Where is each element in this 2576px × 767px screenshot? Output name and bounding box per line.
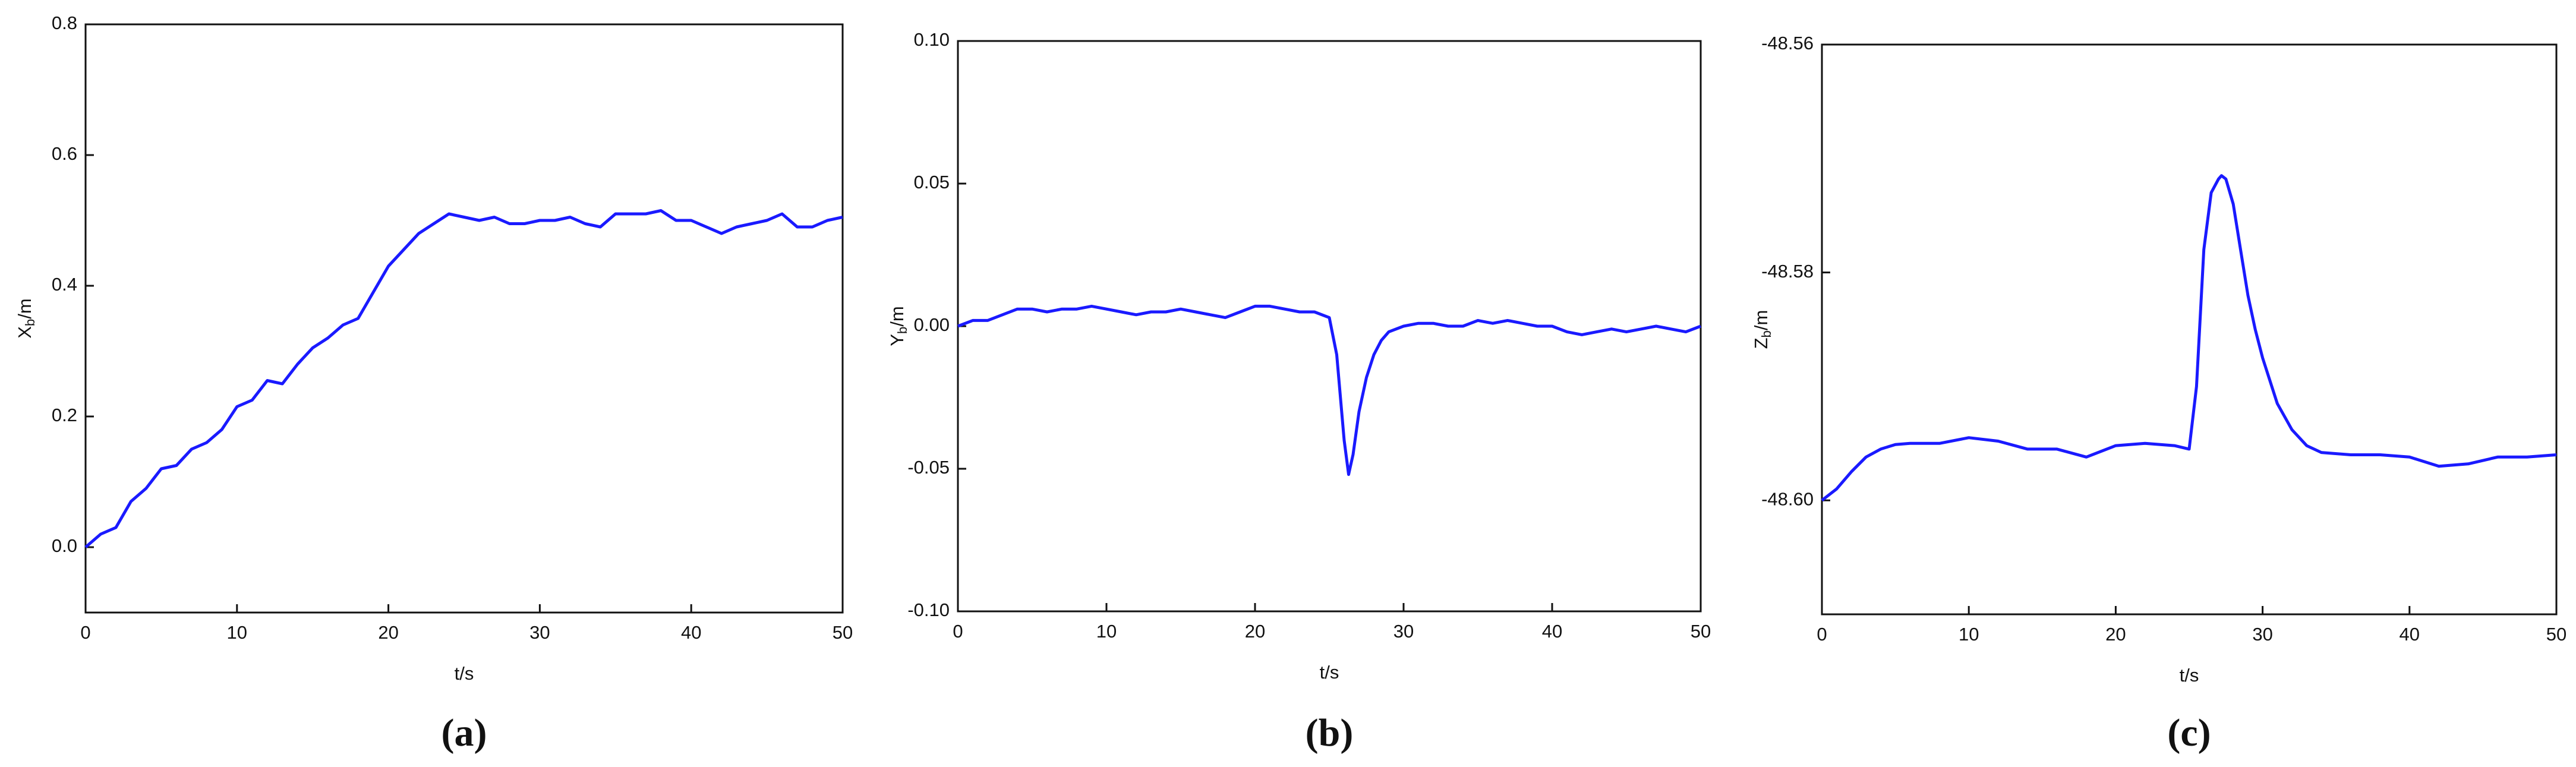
x-tick-label: 30 xyxy=(2252,624,2272,645)
x-axis-label: t/s xyxy=(455,663,474,684)
y-axis-label-part: X xyxy=(14,326,35,339)
y-axis-label: Yb/m xyxy=(887,306,910,346)
y-tick-label: 0.05 xyxy=(914,172,950,192)
y-axis-label-part: b xyxy=(1759,330,1774,337)
data-line xyxy=(84,209,843,548)
y-tick-label: 0.8 xyxy=(52,12,77,33)
x-tick-label: 10 xyxy=(1959,624,1979,645)
x-tick-label: 20 xyxy=(1245,621,1265,642)
x-axis-label: t/s xyxy=(2180,665,2199,686)
y-tick-label: 0.00 xyxy=(914,314,950,335)
x-tick-label: 0 xyxy=(1817,624,1827,645)
x-tick-label: 50 xyxy=(833,622,853,643)
x-tick-label: 50 xyxy=(1691,621,1711,642)
y-tick-label: 0.6 xyxy=(52,143,77,164)
x-tick-label: 40 xyxy=(681,622,701,643)
y-tick-label: 0.10 xyxy=(914,29,950,50)
y-tick-label: -48.56 xyxy=(1761,33,1814,53)
y-axis-label-part: b xyxy=(23,319,37,326)
y-axis-label-part: Z xyxy=(1751,337,1771,349)
x-tick-label: 40 xyxy=(1542,621,1562,642)
plot-frame xyxy=(957,40,1702,613)
x-tick-label: 0 xyxy=(80,622,90,643)
plot-frame xyxy=(84,23,844,614)
y-axis-label-part: /m xyxy=(887,306,907,326)
plot-frame xyxy=(1821,43,2558,616)
x-axis-label: t/s xyxy=(1320,662,1339,683)
y-tick-label: 0.0 xyxy=(52,535,77,556)
y-axis-label-part: Y xyxy=(887,334,907,346)
x-tick-label: 30 xyxy=(1393,621,1414,642)
x-tick-label: 20 xyxy=(2105,624,2126,645)
x-tick-label: 30 xyxy=(529,622,550,643)
x-tick-label: 10 xyxy=(1096,621,1117,642)
x-tick-label: 20 xyxy=(378,622,398,643)
y-axis-label: Zb/m xyxy=(1751,310,1774,349)
y-tick-label: -0.05 xyxy=(907,457,950,478)
y-tick-label: -48.60 xyxy=(1761,488,1814,509)
data-line xyxy=(957,304,1701,476)
caption: (b) xyxy=(1306,711,1354,755)
y-axis-label: Xb/m xyxy=(14,298,37,338)
x-tick-label: 10 xyxy=(227,622,247,643)
caption: (a) xyxy=(442,711,487,755)
y-tick-label: -48.58 xyxy=(1761,261,1814,282)
x-tick-label: 50 xyxy=(2546,624,2566,645)
caption: (c) xyxy=(2167,711,2211,755)
y-axis-label-part: b xyxy=(895,327,910,334)
x-tick-label: 0 xyxy=(953,621,963,642)
x-tick-label: 40 xyxy=(2400,624,2420,645)
y-tick-label: 0.2 xyxy=(52,405,77,425)
y-tick-label: 0.4 xyxy=(52,274,77,295)
data-line xyxy=(1821,174,2557,502)
y-axis-label-part: /m xyxy=(14,298,35,318)
y-tick-label: -0.10 xyxy=(907,599,950,620)
y-axis-label-part: /m xyxy=(1751,310,1771,330)
